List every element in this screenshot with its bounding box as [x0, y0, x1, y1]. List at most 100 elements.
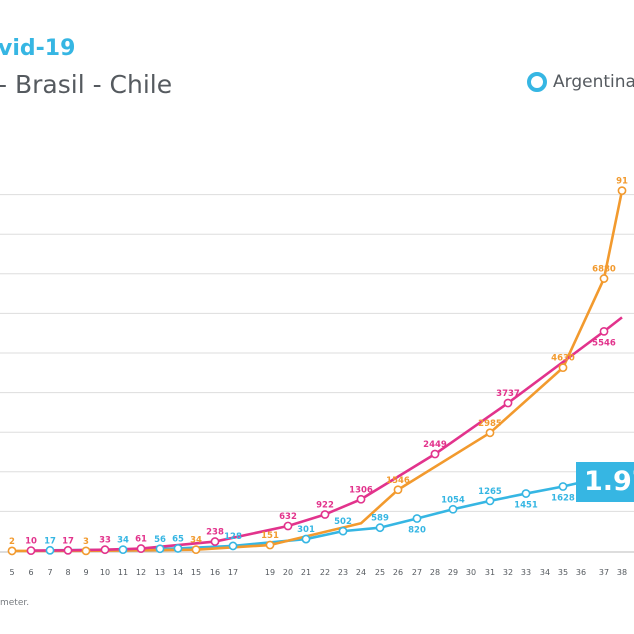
data-label-argentina: 128: [224, 532, 242, 542]
data-point-argentina: [301, 534, 311, 544]
data-label-brasil: 91: [616, 177, 628, 187]
data-label-chile: 33: [99, 536, 111, 546]
series-line-brasil: [11, 190, 624, 553]
data-point-chile: [283, 521, 293, 531]
x-tick-label: 14: [173, 568, 183, 577]
x-tick-label: 37: [599, 568, 609, 577]
data-point-brasil: [393, 485, 403, 495]
data-point-argentina: [558, 482, 568, 491]
data-point-chile: [136, 544, 146, 553]
x-tick-label: 7: [47, 568, 52, 577]
data-label-argentina: 820: [408, 526, 426, 536]
x-tick-label: 21: [301, 568, 311, 577]
legend-marker-argentina: [527, 72, 547, 92]
data-point-argentina: [448, 504, 458, 514]
footnote: meter.: [0, 598, 30, 608]
data-point-chile: [210, 537, 220, 546]
data-point-chile: [599, 326, 609, 336]
x-tick-label: 15: [191, 568, 201, 577]
data-label-brasil: 2: [9, 537, 15, 547]
x-tick-label: 20: [283, 568, 293, 577]
x-tick-label: 24: [356, 568, 366, 577]
data-point-brasil: [81, 546, 91, 556]
x-tick-label: 12: [136, 568, 146, 577]
data-point-chile: [430, 449, 440, 459]
data-point-argentina: [375, 523, 385, 533]
data-point-brasil: [617, 186, 627, 196]
data-label-chile: 3737: [496, 389, 520, 399]
data-label-brasil: 4630: [551, 354, 575, 364]
data-label-argentina: 1628: [551, 494, 575, 504]
data-point-argentina: [155, 544, 165, 554]
x-tick-label: 9: [83, 568, 88, 577]
data-label-brasil: 151: [261, 531, 279, 541]
x-tick-label: 36: [576, 568, 586, 577]
x-tick-label: 27: [412, 568, 422, 577]
x-tick-label: 23: [338, 568, 348, 577]
x-tick-label: 19: [265, 568, 275, 577]
data-point-chile: [26, 546, 36, 556]
data-point-chile: [503, 398, 513, 408]
data-label-chile: 61: [135, 535, 147, 545]
x-tick-label: 13: [155, 568, 165, 577]
data-label-brasil: 1546: [386, 476, 410, 486]
x-tick-label: 31: [485, 568, 495, 577]
x-tick-label: 25: [375, 568, 385, 577]
x-tick-label: 28: [430, 568, 440, 577]
data-label-brasil: 34: [190, 536, 202, 546]
highlight-value-badge: 1.97: [576, 462, 634, 502]
x-tick-label: 16: [210, 568, 220, 577]
data-label-argentina: 56: [154, 535, 166, 545]
chart-title: vid-19: [0, 36, 76, 61]
x-tick-label: 26: [393, 568, 403, 577]
legend-label-argentina: Argentina: [553, 72, 634, 92]
data-point-argentina: [45, 545, 55, 555]
x-tick-label: 38: [617, 568, 627, 577]
data-point-brasil: [7, 546, 17, 556]
data-point-argentina: [118, 545, 128, 555]
x-tick-label: 8: [65, 568, 70, 577]
data-label-argentina: 1054: [441, 495, 465, 505]
data-point-argentina: [228, 541, 238, 551]
x-tick-label: 30: [466, 568, 476, 577]
data-label-argentina: 17: [44, 536, 56, 546]
data-label-argentina: 301: [297, 525, 315, 535]
series-line-chile: [30, 316, 623, 552]
data-label-chile: 632: [279, 512, 297, 522]
data-label-chile: 17: [62, 536, 74, 546]
data-label-chile: 922: [316, 500, 334, 510]
data-point-argentina: [338, 526, 348, 536]
data-point-argentina: [412, 514, 422, 523]
data-label-argentina: 1265: [478, 487, 502, 497]
data-label-chile: 2449: [423, 440, 447, 450]
data-point-chile: [63, 545, 73, 555]
x-tick-label: 32: [503, 568, 513, 577]
data-label-chile: 238: [206, 528, 224, 538]
data-point-argentina: [485, 496, 495, 506]
data-label-chile: 1306: [349, 485, 373, 495]
data-label-brasil: 3: [83, 537, 89, 547]
data-point-chile: [356, 494, 366, 504]
x-tick-label: 17: [228, 568, 238, 577]
data-label-chile: 5546: [592, 338, 616, 348]
chart-subtitle: - Brasil - Chile: [0, 70, 173, 99]
data-label-brasil: 6880: [592, 265, 616, 275]
data-label-brasil: 2985: [478, 419, 502, 429]
data-point-brasil: [265, 540, 275, 550]
data-label-argentina: 65: [172, 534, 184, 544]
x-tick-label: 33: [521, 568, 531, 577]
x-tick-label: 22: [320, 568, 330, 577]
data-point-brasil: [485, 428, 495, 438]
data-point-brasil: [558, 363, 568, 373]
data-label-argentina: 502: [334, 517, 352, 527]
data-point-chile: [100, 545, 110, 555]
x-tick-label: 35: [558, 568, 568, 577]
data-label-chile: 10: [25, 537, 37, 547]
x-tick-label: 5: [9, 568, 14, 577]
data-label-argentina: 589: [371, 514, 389, 524]
data-point-brasil: [599, 274, 609, 283]
data-point-chile: [320, 510, 330, 519]
x-tick-label: 34: [540, 568, 550, 577]
